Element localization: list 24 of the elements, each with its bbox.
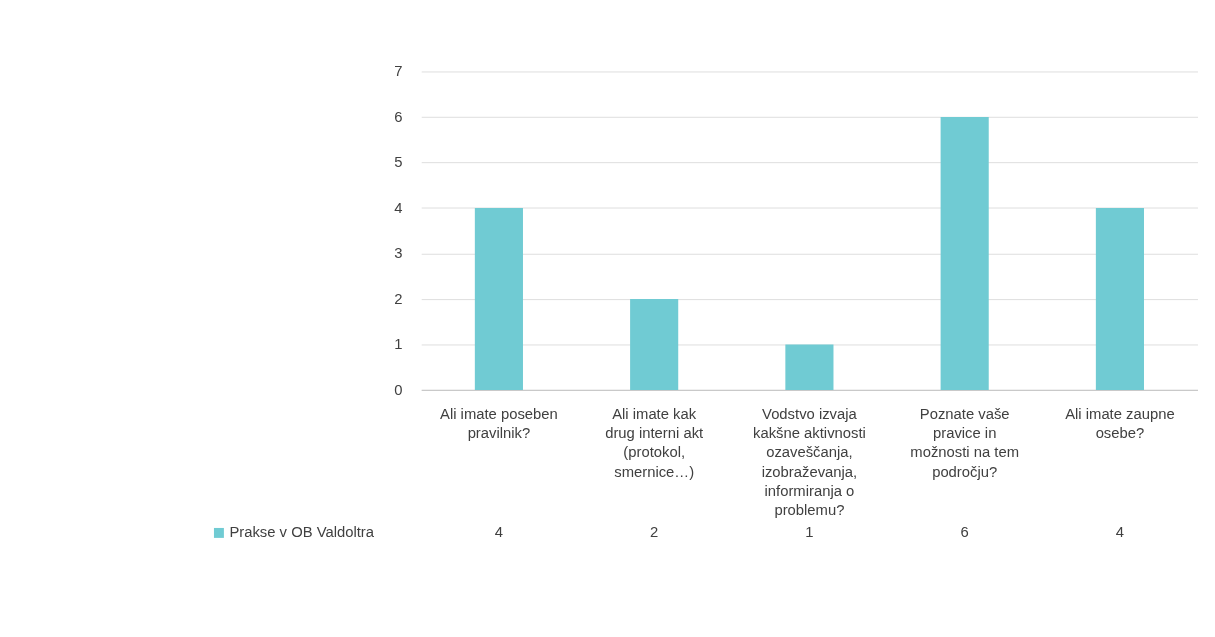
data-label: 1	[805, 524, 814, 541]
x-tick-label: Ali imate zaupne osebe?	[1065, 406, 1175, 442]
data-label: 4	[494, 524, 504, 541]
y-tick-label: 0	[394, 381, 403, 398]
x-tick-label: Ali imate kak drug interni akt (protokol, smernice…)	[605, 406, 704, 480]
bar	[1095, 207, 1144, 390]
y-tick-label: 5	[394, 154, 403, 171]
y-tick-label: 6	[394, 108, 403, 125]
y-tick-label: 1	[394, 336, 403, 353]
bar	[474, 207, 523, 390]
bar	[630, 298, 679, 390]
data-label: 4	[1115, 524, 1125, 541]
bar	[785, 344, 834, 390]
x-tick-label: Poznate vaše pravice in možnosti na tem področju?	[910, 406, 1020, 480]
x-tick-label: Ali imate poseben pravilnik?	[440, 406, 558, 442]
data-label: 2	[650, 524, 659, 541]
bar	[940, 117, 989, 390]
y-tick-label: 2	[394, 290, 403, 307]
data-label: 6	[960, 524, 969, 541]
y-tick-label: 3	[394, 245, 403, 262]
y-tick-label: 7	[394, 63, 403, 80]
legend-label: Prakse v OB Valdoltra	[229, 524, 375, 541]
y-tick-label: 4	[394, 199, 403, 216]
x-tick-label: Vodstvo izvaja kakšne aktivnosti ozaveščanja, izobraževanja, informiranja o problemu?	[753, 406, 866, 519]
